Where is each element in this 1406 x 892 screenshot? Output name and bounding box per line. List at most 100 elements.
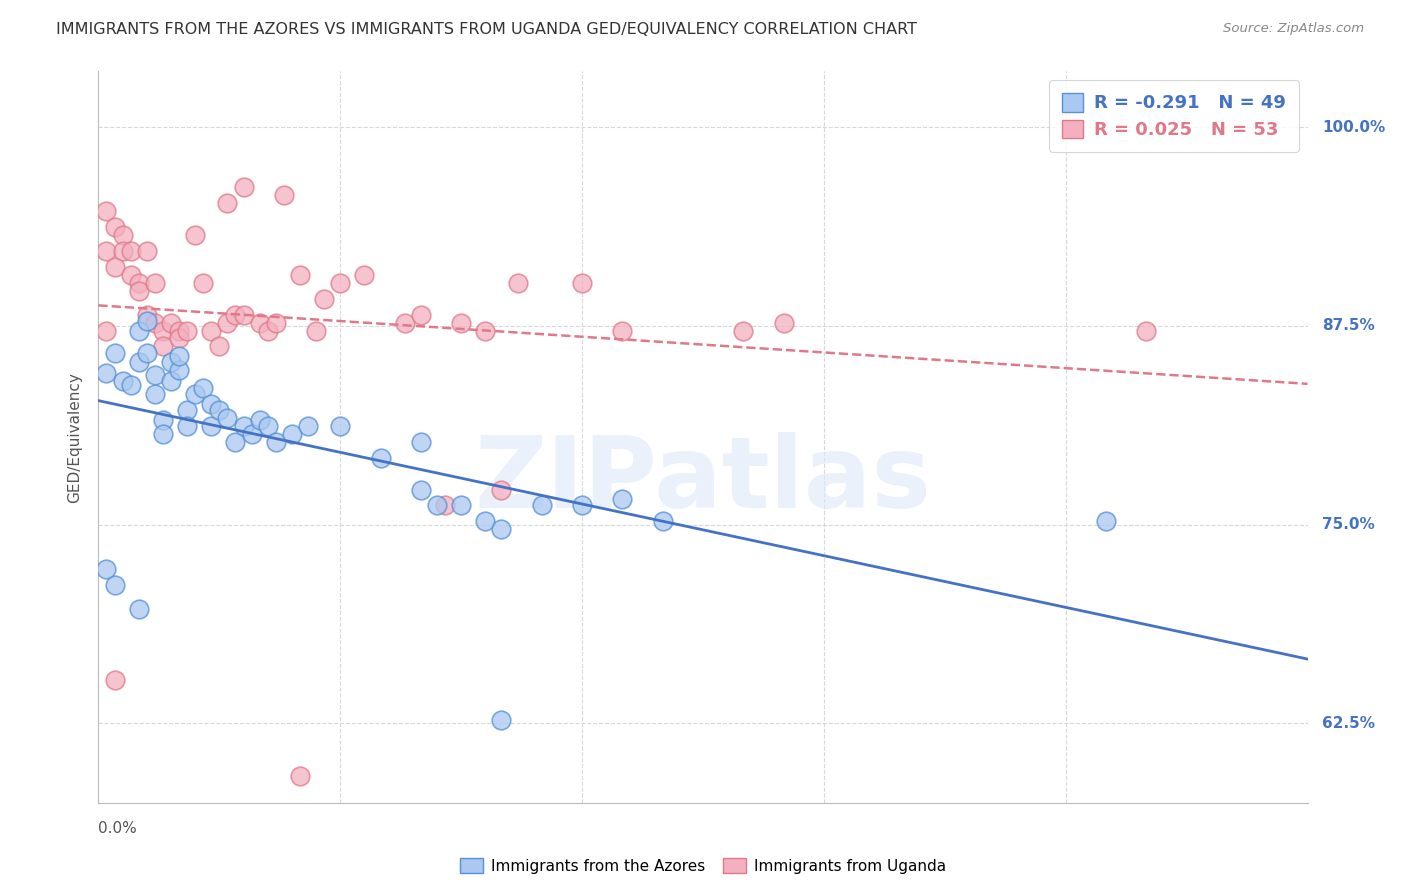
Point — [474, 324, 496, 338]
Point — [450, 316, 472, 330]
Point — [281, 426, 304, 441]
Point — [152, 426, 174, 441]
Point — [232, 419, 254, 434]
Point — [128, 355, 150, 369]
Text: IMMIGRANTS FROM THE AZORES VS IMMIGRANTS FROM UGANDA GED/EQUIVALENCY CORRELATION: IMMIGRANTS FROM THE AZORES VS IMMIGRANTS… — [56, 22, 917, 37]
Point — [167, 363, 190, 377]
Point — [160, 375, 183, 389]
Point — [167, 324, 190, 338]
Point — [232, 180, 254, 194]
Point — [152, 339, 174, 353]
Point — [167, 331, 190, 345]
Point — [264, 434, 287, 449]
Point — [491, 713, 513, 727]
Point — [96, 204, 118, 219]
Point — [200, 397, 222, 411]
Point — [184, 387, 207, 401]
Point — [128, 276, 150, 290]
Text: 62.5%: 62.5% — [1322, 715, 1375, 731]
Point — [329, 276, 352, 290]
Point — [128, 602, 150, 616]
Point — [506, 276, 529, 290]
Point — [434, 499, 457, 513]
Point — [314, 292, 336, 306]
Point — [208, 403, 231, 417]
Point — [297, 419, 319, 434]
Point — [103, 220, 125, 235]
Point — [394, 316, 416, 330]
Point — [111, 375, 134, 389]
Point — [249, 316, 271, 330]
Text: 0.0%: 0.0% — [98, 821, 138, 836]
Legend: R = -0.291   N = 49, R = 0.025   N = 53: R = -0.291 N = 49, R = 0.025 N = 53 — [1049, 80, 1299, 152]
Text: 100.0%: 100.0% — [1322, 120, 1385, 135]
Point — [143, 387, 166, 401]
Text: 87.5%: 87.5% — [1322, 318, 1375, 334]
Point — [143, 368, 166, 382]
Point — [305, 324, 328, 338]
Point — [264, 316, 287, 330]
Point — [733, 324, 755, 338]
Point — [103, 260, 125, 274]
Point — [409, 434, 432, 449]
Point — [135, 314, 157, 328]
Point — [103, 346, 125, 360]
Point — [128, 324, 150, 338]
Point — [135, 308, 157, 322]
Legend: Immigrants from the Azores, Immigrants from Uganda: Immigrants from the Azores, Immigrants f… — [454, 852, 952, 880]
Text: ZIPatlas: ZIPatlas — [475, 433, 931, 530]
Point — [450, 499, 472, 513]
Point — [232, 308, 254, 322]
Point — [224, 308, 246, 322]
Point — [530, 499, 553, 513]
Point — [651, 514, 673, 528]
Point — [208, 339, 231, 353]
Point — [103, 578, 125, 592]
Point — [1135, 324, 1157, 338]
Point — [120, 244, 142, 258]
Point — [160, 316, 183, 330]
Point — [409, 483, 432, 497]
Point — [612, 324, 634, 338]
Point — [240, 426, 263, 441]
Point — [152, 412, 174, 426]
Point — [571, 499, 593, 513]
Point — [474, 514, 496, 528]
Point — [353, 268, 375, 282]
Point — [217, 411, 239, 425]
Point — [176, 419, 198, 434]
Point — [167, 349, 190, 363]
Point — [176, 324, 198, 338]
Point — [217, 196, 239, 211]
Point — [96, 244, 118, 258]
Point — [772, 316, 794, 330]
Point — [128, 284, 150, 298]
Point — [200, 419, 222, 434]
Point — [224, 434, 246, 449]
Point — [256, 419, 278, 434]
Point — [96, 324, 118, 338]
Point — [184, 228, 207, 243]
Point — [103, 673, 125, 688]
Point — [120, 377, 142, 392]
Point — [426, 499, 449, 513]
Point — [288, 268, 311, 282]
Point — [200, 324, 222, 338]
Point — [135, 244, 157, 258]
Point — [288, 769, 311, 783]
Point — [143, 276, 166, 290]
Point — [152, 324, 174, 338]
Point — [249, 412, 271, 426]
Point — [571, 276, 593, 290]
Point — [612, 492, 634, 507]
Point — [491, 483, 513, 497]
Point — [96, 562, 118, 576]
Point — [193, 381, 215, 395]
Point — [135, 346, 157, 360]
Point — [193, 276, 215, 290]
Point — [409, 308, 432, 322]
Point — [96, 367, 118, 381]
Text: 75.0%: 75.0% — [1322, 517, 1375, 532]
Y-axis label: GED/Equivalency: GED/Equivalency — [67, 372, 83, 502]
Point — [370, 450, 392, 465]
